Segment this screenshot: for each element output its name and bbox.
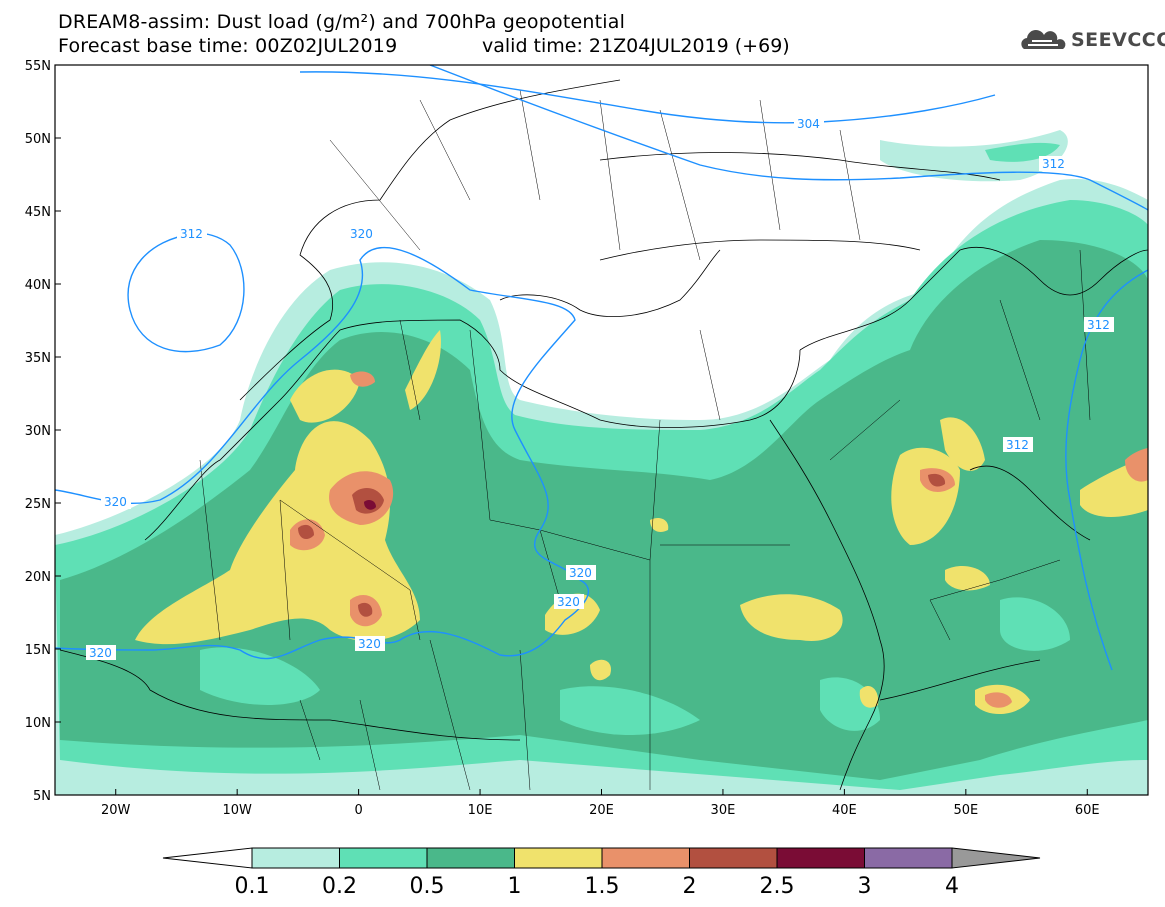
lon-label: 30E bbox=[711, 803, 736, 818]
longitude-axis: 20W 10W 0 10E 20E 30E 40E 50E 60E bbox=[101, 789, 1100, 818]
lon-label: 60E bbox=[1075, 803, 1100, 818]
lat-label: 25N bbox=[25, 497, 51, 512]
contour-label: 312 bbox=[1042, 157, 1065, 171]
lon-label: 40E bbox=[832, 803, 857, 818]
lat-label: 30N bbox=[25, 424, 51, 439]
colorbar-label: 2.5 bbox=[760, 874, 795, 899]
contour-label: 312 bbox=[180, 227, 203, 241]
colorbar-label: 2 bbox=[683, 874, 697, 899]
lon-label: 10W bbox=[222, 803, 252, 818]
contour-label: 320 bbox=[104, 495, 127, 509]
colorbar: 0.1 0.2 0.5 1 1.5 2 2.5 3 4 bbox=[162, 847, 1041, 899]
valid-time: valid time: 21Z04JUL2019 (+69) bbox=[482, 35, 790, 57]
geopotential-contours bbox=[55, 65, 1148, 671]
colorbar-low-arrow bbox=[162, 847, 253, 869]
lon-label: 20E bbox=[589, 803, 614, 818]
colorbar-swatch bbox=[339, 847, 428, 869]
lat-label: 15N bbox=[25, 643, 51, 658]
lon-label: 0 bbox=[354, 803, 362, 818]
dust-band-2-5 bbox=[364, 499, 376, 510]
colorbar-label: 1 bbox=[508, 874, 522, 899]
colorbar-label: 0.2 bbox=[322, 874, 357, 899]
latitude-axis: 55N 50N 45N 40N 35N 30N 25N 20N 15N 10N 5N bbox=[25, 59, 61, 804]
contour-label: 312 bbox=[1087, 318, 1110, 332]
colorbar-label: 0.5 bbox=[410, 874, 445, 899]
lat-label: 20N bbox=[25, 570, 51, 585]
lon-label: 20W bbox=[101, 803, 131, 818]
contour-label: 304 bbox=[797, 117, 820, 131]
contour-label: 320 bbox=[89, 646, 112, 660]
lon-label: 10E bbox=[468, 803, 493, 818]
contour-label: 312 bbox=[1006, 438, 1029, 452]
lat-label: 55N bbox=[25, 59, 51, 74]
colorbar-swatch bbox=[864, 847, 953, 869]
coastlines bbox=[59, 79, 1148, 791]
colorbar-label: 0.1 bbox=[235, 874, 270, 899]
lat-label: 35N bbox=[25, 351, 51, 366]
colorbar-swatch bbox=[601, 847, 690, 869]
map-title: DREAM8-assim: Dust load (g/m²) and 700hP… bbox=[58, 11, 626, 33]
logo-text: SEEVCCC bbox=[1071, 29, 1165, 51]
cloud-logo-icon bbox=[1021, 30, 1066, 49]
lat-label: 45N bbox=[25, 205, 51, 220]
contour-label: 320 bbox=[569, 566, 592, 580]
colorbar-label: 4 bbox=[945, 874, 959, 899]
dust-band-1-5 bbox=[290, 371, 1148, 708]
country-borders bbox=[199, 89, 1091, 791]
lat-label: 50N bbox=[25, 132, 51, 147]
colorbar-swatch bbox=[514, 847, 603, 869]
colorbar-swatch bbox=[689, 847, 778, 869]
lat-label: 5N bbox=[33, 789, 51, 804]
colorbar-swatch bbox=[776, 847, 865, 869]
lat-label: 40N bbox=[25, 278, 51, 293]
lat-label: 10N bbox=[25, 716, 51, 731]
colorbar-label: 1.5 bbox=[585, 874, 620, 899]
contour-label: 320 bbox=[557, 595, 580, 609]
contour-label: 320 bbox=[350, 227, 373, 241]
contour-label-group: 304 312 320 312 312 320 320 320 320 320 … bbox=[86, 116, 1114, 660]
colorbar-swatch bbox=[426, 847, 515, 869]
contour-label: 320 bbox=[358, 637, 381, 651]
lon-label: 50E bbox=[953, 803, 978, 818]
colorbar-label: 3 bbox=[858, 874, 872, 899]
dust-fields bbox=[55, 65, 1148, 795]
colorbar-high-arrow bbox=[951, 847, 1041, 869]
colorbar-swatch bbox=[251, 847, 340, 869]
forecast-base-time: Forecast base time: 00Z02JUL2019 bbox=[58, 35, 398, 57]
